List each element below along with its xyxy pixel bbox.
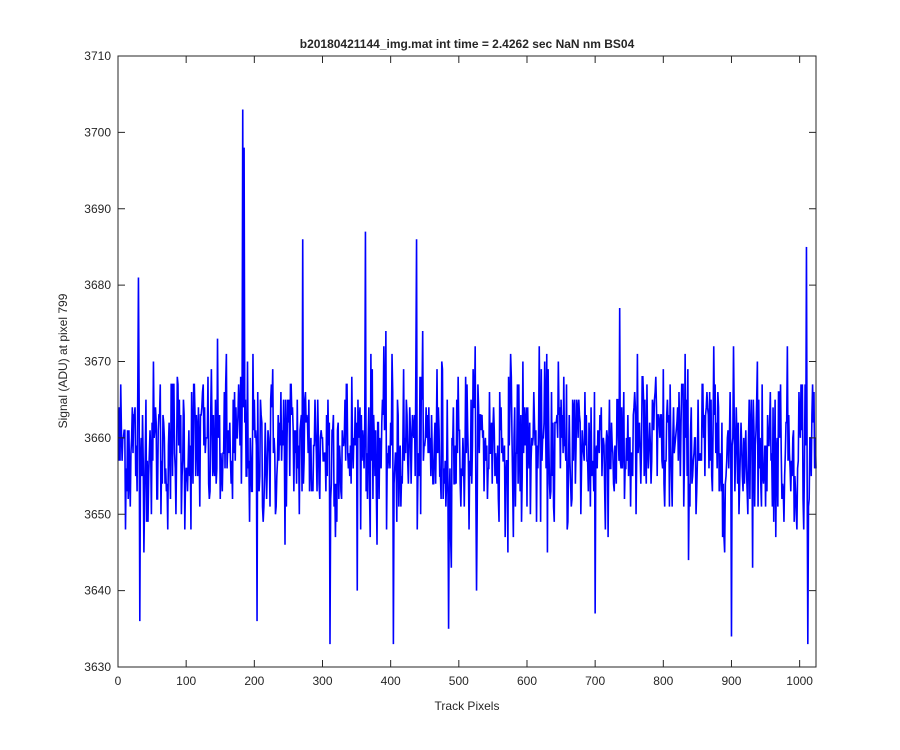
y-tick-label: 3670	[84, 355, 111, 369]
y-tick-label: 3700	[84, 125, 111, 139]
series-line	[117, 109, 817, 645]
x-tick-label: 200	[244, 674, 264, 688]
y-tick-label: 3630	[84, 660, 111, 674]
x-tick-label: 700	[585, 674, 605, 688]
x-tick-label: 900	[721, 674, 741, 688]
x-tick-label: 0	[115, 674, 122, 688]
y-tick-label: 3660	[84, 431, 111, 445]
x-axis-ticks: 0 100 200 300 400 500 600 700 800 900 1000	[115, 56, 813, 688]
y-axis-ticks: 3630 3640 3650 3660 3670 3680 3690 3700 3710	[84, 49, 816, 674]
x-tick-label: 1000	[786, 674, 813, 688]
x-tick-label: 100	[176, 674, 196, 688]
y-tick-label: 3680	[84, 278, 111, 292]
x-tick-label: 500	[449, 674, 469, 688]
x-tick-label: 600	[517, 674, 537, 688]
axes-background	[118, 56, 816, 667]
x-tick-label: 800	[653, 674, 673, 688]
y-tick-label: 3640	[84, 584, 111, 598]
series-layer	[117, 109, 817, 645]
y-tick-label: 3710	[84, 49, 111, 63]
y-tick-label: 3650	[84, 507, 111, 521]
x-tick-label: 400	[381, 674, 401, 688]
y-axis-label: Signal (ADU) at pixel 799	[56, 293, 70, 428]
y-tick-label: 3690	[84, 202, 111, 216]
x-axis-label: Track Pixels	[435, 699, 500, 713]
x-tick-label: 300	[312, 674, 332, 688]
chart-title: b20180421144_img.mat int time = 2.4262 s…	[300, 37, 635, 51]
